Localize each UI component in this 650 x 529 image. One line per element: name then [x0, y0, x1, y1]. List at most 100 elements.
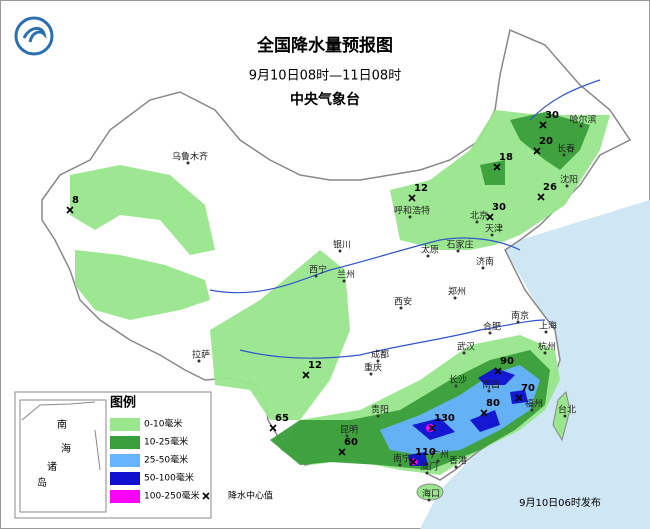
city-label: 长春: [557, 143, 575, 155]
city-label: 兰州: [337, 269, 355, 281]
issuer: 中央气象台: [290, 91, 360, 108]
center-mark: [493, 163, 501, 171]
city-label: 呼和浩特: [394, 205, 430, 217]
city-dot: [563, 414, 567, 418]
city-dot: [565, 184, 569, 188]
inset-coast: [21, 401, 101, 471]
city-label: 武汉: [457, 341, 475, 353]
legend-swatch: [110, 418, 140, 431]
center-value: 12: [414, 183, 428, 194]
city-dot: [516, 320, 520, 324]
city-label: 合肥: [483, 321, 501, 333]
legend-swatch: [110, 490, 140, 503]
release-time: 9月10日06时发布: [519, 496, 601, 509]
city-label: 银川: [333, 239, 351, 251]
center-mark: [537, 193, 545, 201]
legend-swatch: [110, 454, 140, 467]
city-dot: [425, 471, 429, 475]
center-mark: [269, 424, 277, 432]
center-mark: [515, 394, 523, 402]
center-mark: [302, 371, 310, 379]
city-dot: [454, 465, 458, 469]
city-label: 南宁: [393, 453, 411, 465]
city-label: 石家庄: [446, 239, 473, 251]
city-dot: [487, 389, 491, 393]
sea: [420, 200, 650, 529]
city-dot: [579, 124, 583, 128]
center-value: 110: [415, 447, 436, 458]
city-dot: [426, 254, 430, 258]
center-value: 18: [499, 152, 513, 163]
period: 9月10日08时—11日08时: [249, 69, 401, 84]
inset-label: 诸: [47, 461, 57, 473]
logo-mark: [22, 27, 47, 43]
city-dot: [462, 351, 466, 355]
city-label: 哈尔滨: [569, 114, 596, 126]
center-mark: [539, 121, 547, 129]
city-dot: [454, 384, 458, 388]
center-value: 70: [521, 383, 535, 394]
center-mark: [409, 458, 417, 466]
center-value: 12: [308, 360, 322, 371]
center-value: 90: [500, 356, 514, 367]
center-value: 26: [543, 182, 557, 193]
city-label: 海口: [422, 488, 440, 500]
precip-zone: [70, 165, 215, 255]
city-dot: [408, 215, 412, 219]
city-dot: [544, 330, 548, 334]
city-dot: [488, 331, 492, 335]
center-value: 80: [486, 398, 500, 409]
city-label: 福州: [525, 398, 543, 410]
city-dot: [338, 249, 342, 253]
city-label: 贵阳: [371, 404, 389, 416]
city-label: 台北: [558, 404, 576, 416]
city-dot: [399, 306, 403, 310]
city-label: 乌鲁木齐: [172, 151, 208, 163]
legend-swatch: [110, 436, 140, 449]
city-label: 上海: [539, 320, 557, 332]
city-label: 重庆: [364, 362, 382, 374]
city-label: 昆明: [340, 425, 358, 436]
center-value: 8: [72, 195, 79, 206]
legend-label: 10-25毫米: [144, 436, 188, 448]
center-value: 20: [539, 136, 553, 147]
center-mark: [480, 409, 488, 417]
legend-center-mark: [202, 492, 210, 500]
city-label: 济南: [476, 256, 494, 268]
city-dot: [369, 372, 373, 376]
city-dot: [475, 220, 479, 224]
center-mark: [428, 424, 436, 432]
inset-label: 岛: [37, 476, 47, 489]
center-mark: [533, 147, 541, 155]
city-label: 长沙: [449, 374, 467, 386]
city-dot: [314, 274, 318, 278]
precip-zone: [510, 112, 590, 170]
city-dot: [453, 296, 457, 300]
center-value: 30: [492, 202, 506, 213]
river: [529, 79, 601, 121]
city-label: 成都: [371, 349, 389, 361]
city-label: 南昌: [482, 379, 500, 391]
city-dot: [481, 266, 485, 270]
inset-label: 海: [61, 442, 71, 455]
inset-map: [19, 399, 107, 513]
legend-label: 50-100毫米: [144, 472, 194, 484]
legend-label: 100-250毫米: [144, 490, 200, 502]
precip-zone: [210, 250, 350, 420]
center-value: 60: [344, 437, 358, 448]
city-label: 太原: [421, 244, 439, 256]
river: [209, 237, 521, 294]
precip-zone: [478, 368, 515, 385]
city-label: 天津: [485, 224, 503, 235]
city-dot: [543, 351, 547, 355]
city-label: 北京: [470, 210, 488, 222]
precip-zone: [75, 250, 210, 320]
city-label: 西安: [394, 296, 412, 308]
title: 全国降水量预报图: [256, 35, 393, 56]
center-mark: [338, 448, 346, 456]
city-dot: [427, 498, 431, 502]
legend-label: 0-10毫米: [144, 418, 182, 430]
taiwan: [552, 391, 571, 442]
city-dot: [456, 249, 460, 253]
